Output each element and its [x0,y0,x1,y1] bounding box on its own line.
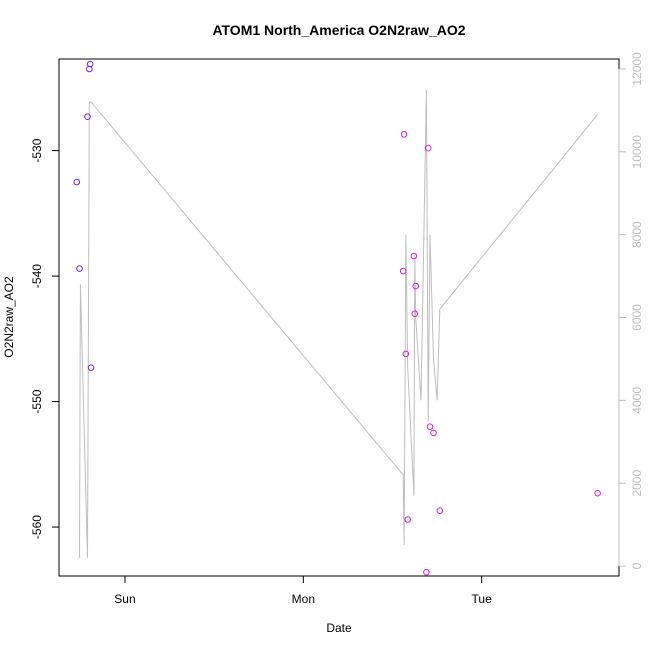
secondary-y-axis: 0 2000 4000 6000 8000 10000 12000 [618,52,644,569]
y-tick-label-1: -530 [30,138,44,162]
y-tick-label-3: -550 [30,389,44,413]
y-tick-label-4: -560 [30,515,44,539]
data-point-17 [430,429,437,437]
data-point-19 [594,489,601,497]
chart-title: ATOM1 North_America O2N2raw_AO2 [212,22,465,38]
data-point-12 [411,310,419,318]
x-axis-label: Date [326,621,352,635]
data-point-3 [84,113,91,120]
secondary-y-tick-label-4: 6000 [630,304,644,331]
secondary-y-tick-label-3: 4000 [630,387,644,414]
y-axis-label: O2N2raw_AO2 [2,276,16,358]
data-point-11 [410,252,418,260]
data-point-10 [404,516,412,523]
secondary-y-tick-label-2: 2000 [630,470,644,497]
secondary-y-tick-label-5: 8000 [630,221,644,248]
data-point-2 [76,265,83,272]
x-tick-label-2: Mon [292,592,315,606]
secondary-y-tick-label-7: 12000 [630,52,644,86]
data-point-18 [436,507,444,515]
secondary-y-tick-label-1: 0 [630,562,644,569]
data-point-7 [399,267,407,275]
secondary-series-line [79,89,598,558]
y-tick-label-2: -540 [30,264,44,288]
x-tick-label-3: Tue [472,592,493,606]
x-tick-label-1: Sun [114,592,135,606]
data-point-9 [402,350,410,358]
data-point-15 [424,144,432,152]
data-point-5 [86,60,94,68]
data-point-16 [426,423,434,431]
data-point-13 [412,282,420,290]
data-point-8 [400,131,408,138]
y-axis: -530 -540 -550 -560 [30,138,60,539]
x-axis: Sun Mon Tue [114,575,493,606]
points-layer [73,60,601,576]
data-point-14 [423,568,430,576]
secondary-line-layer [79,89,598,558]
data-point-6 [87,364,95,372]
secondary-y-tick-label-6: 10000 [630,135,644,169]
data-point-1 [73,178,81,186]
